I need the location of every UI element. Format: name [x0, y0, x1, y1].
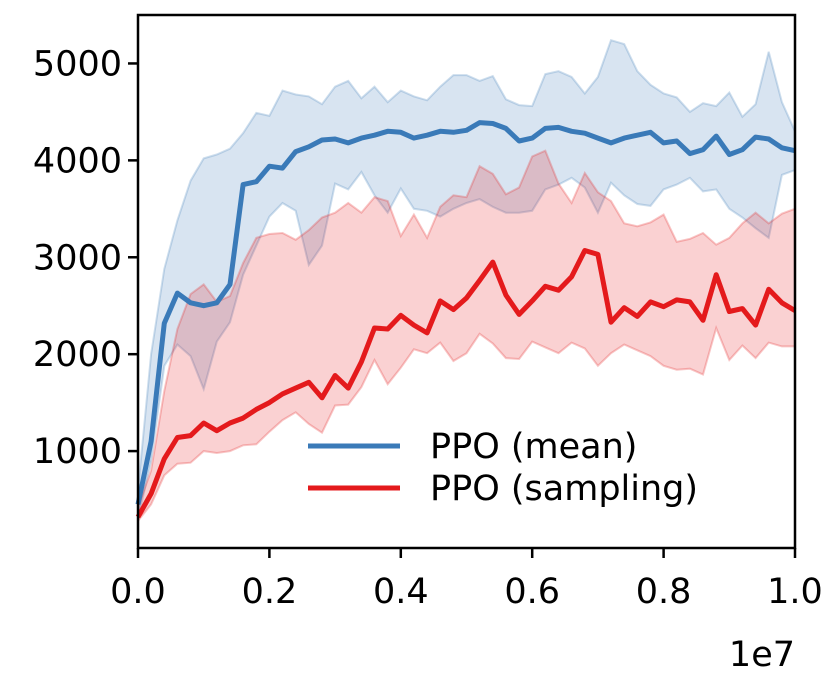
line-ppo-sampling	[135, 248, 797, 519]
x-offset-text: 1e7	[729, 635, 795, 675]
plot-frame	[136, 13, 797, 550]
x-axis: 0.0 0.2 0.4 0.6 0.8 1.0	[110, 548, 823, 612]
y-tick-label: 2000	[33, 335, 122, 375]
y-tick-label: 1000	[33, 432, 122, 472]
legend: PPO (mean)PPO (sampling)	[308, 427, 698, 509]
legend-label-ppo-mean: PPO (mean)	[430, 427, 637, 467]
legend-label-ppo-sampling: PPO (sampling)	[430, 469, 698, 509]
y-tick-label: 4000	[33, 141, 122, 181]
x-tick-label: 0.0	[110, 572, 166, 612]
x-tick-label: 0.6	[504, 572, 560, 612]
series-lines	[135, 120, 797, 519]
x-tick-label: 1.0	[767, 572, 823, 612]
x-tick-label: 0.4	[373, 572, 429, 612]
y-axis: 1000 2000 3000 4000 5000	[33, 44, 138, 472]
x-tick-label: 0.8	[636, 572, 692, 612]
y-tick-label: 3000	[33, 238, 122, 278]
line-ppo-mean	[135, 120, 796, 505]
x-tick-label: 0.2	[242, 572, 298, 612]
y-tick-label: 5000	[33, 44, 122, 84]
